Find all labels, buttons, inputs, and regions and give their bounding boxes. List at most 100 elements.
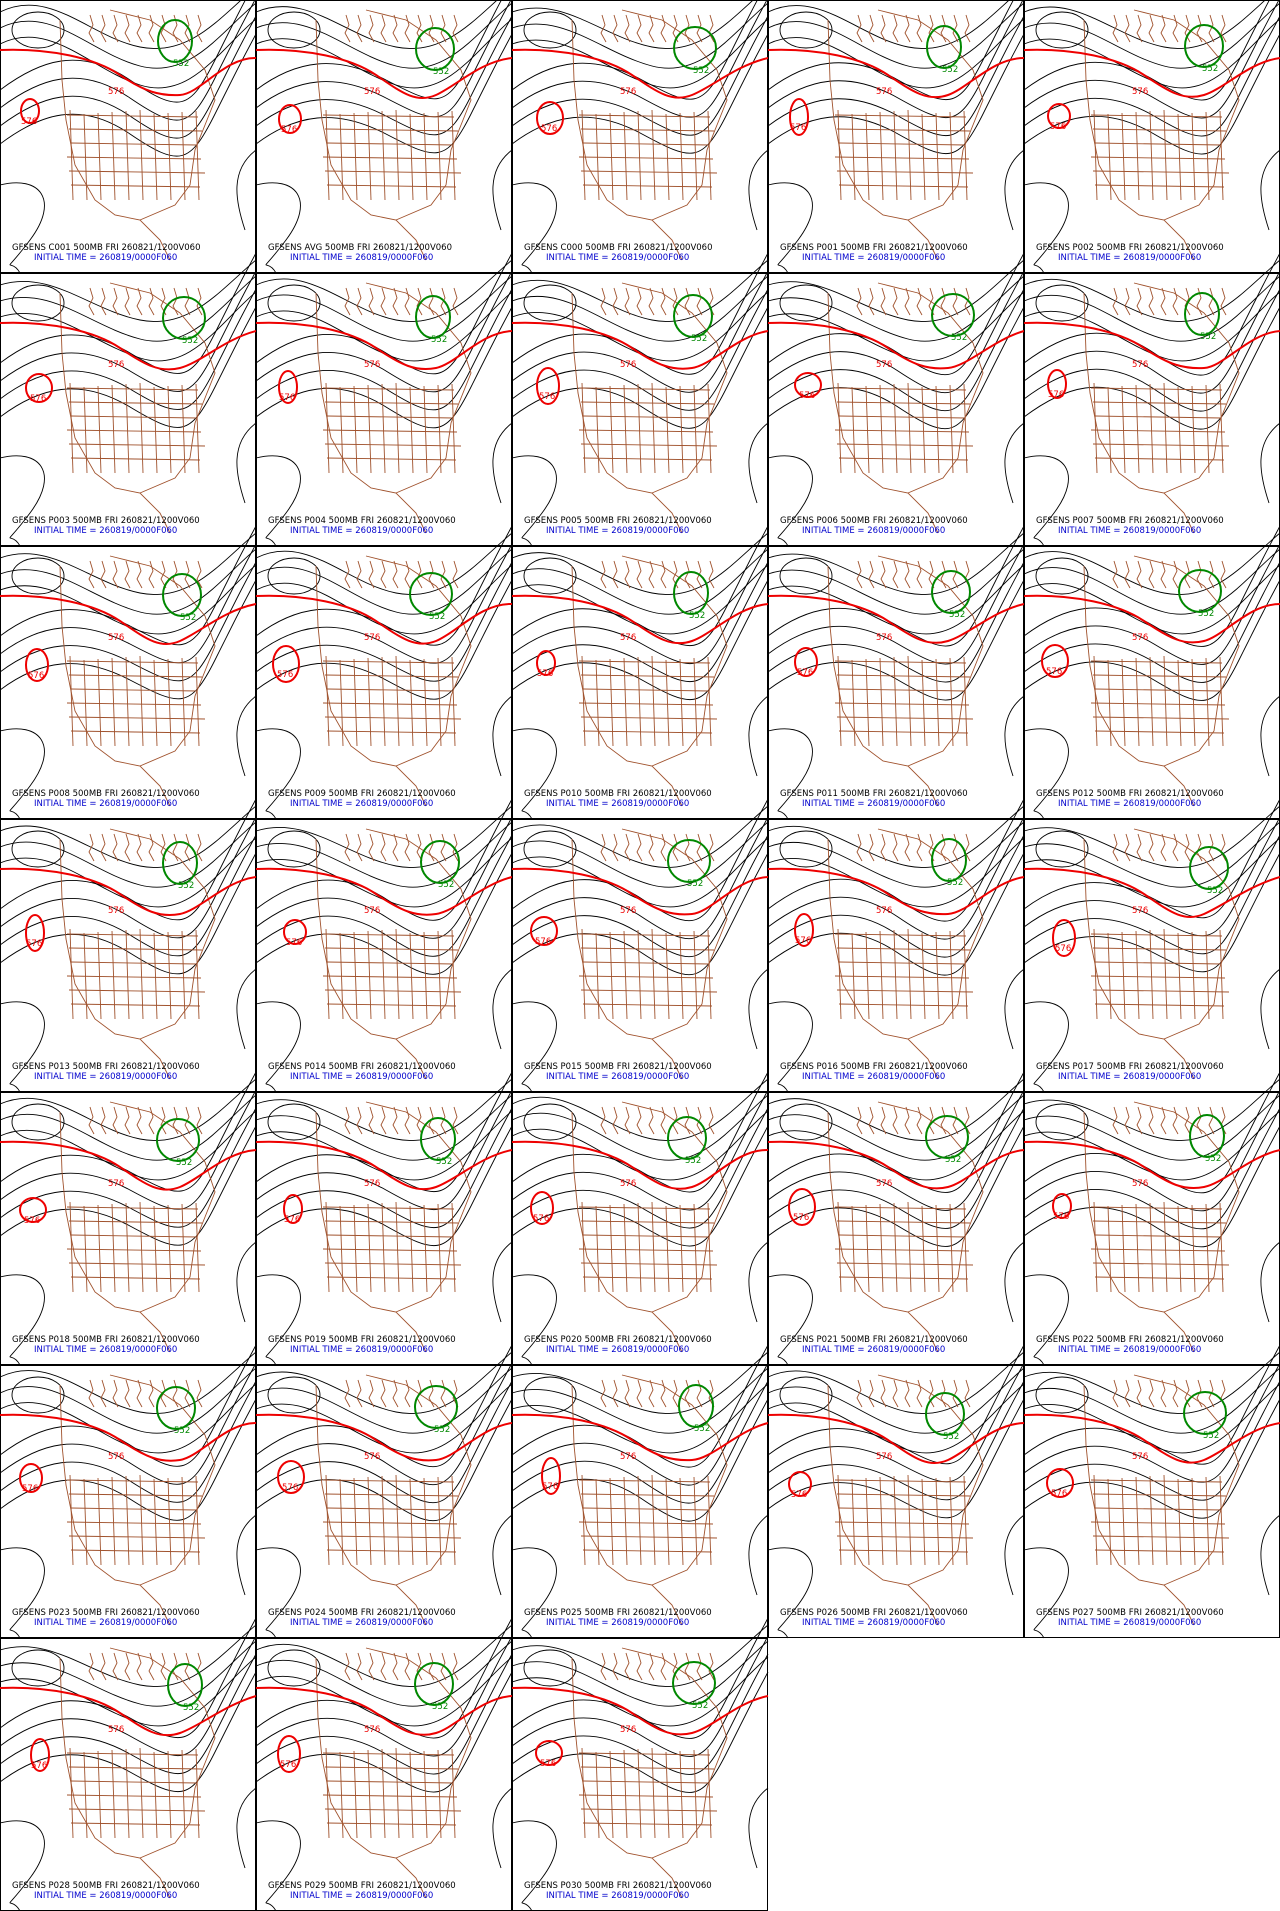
panel-border	[768, 1365, 1024, 1638]
contour-576-loop	[272, 645, 300, 683]
province-line	[1220, 833, 1227, 862]
height-contour	[767, 455, 813, 547]
initial-time: INITIAL TIME = 260819/0000F060	[802, 253, 945, 263]
panel-border	[0, 546, 256, 819]
state-line	[409, 932, 414, 1020]
map-panel: 576 576 552 GFSENS P006 500MB FRI 260821/12…	[767, 252, 1025, 547]
contour-label: 576	[620, 87, 636, 97]
low-contour	[1035, 557, 1089, 595]
contour-576-loop	[30, 1738, 50, 1772]
height-contour	[0, 1071, 257, 1192]
province-line	[124, 833, 131, 862]
state-line	[1163, 655, 1168, 747]
province-line	[892, 1106, 899, 1135]
state-line	[324, 716, 462, 720]
province-line	[1184, 833, 1191, 862]
contour-label: 576	[620, 1179, 636, 1189]
height-contour	[0, 837, 257, 908]
contour-label: 552	[949, 610, 965, 620]
initial-time: INITIAL TIME = 260819/0000F060	[34, 1618, 177, 1628]
height-contour	[255, 1362, 513, 1486]
state-line	[834, 1521, 970, 1525]
province-line	[868, 1106, 875, 1135]
height-contour	[767, 275, 1025, 342]
province-line	[660, 14, 667, 43]
initial-time: INITIAL TIME = 260819/0000F060	[1058, 253, 1201, 263]
initial-time: INITIAL TIME = 260819/0000F060	[546, 253, 689, 263]
state-line	[693, 657, 698, 747]
province-line	[636, 560, 643, 589]
state-line	[70, 184, 201, 188]
panel-border	[1024, 0, 1280, 273]
coastline	[827, 1374, 984, 1626]
province-line	[1160, 287, 1167, 316]
contour-label: 552	[1202, 64, 1218, 74]
province-line	[1220, 560, 1227, 589]
height-contour	[1260, 422, 1280, 504]
province-line	[624, 1379, 631, 1408]
height-contour	[255, 532, 513, 595]
low-contour	[779, 830, 833, 868]
height-contour	[511, 821, 769, 888]
contour-552-loop	[162, 841, 198, 885]
state-line	[907, 109, 912, 201]
province-line	[392, 833, 399, 862]
state-line	[1163, 1201, 1168, 1293]
height-contour	[767, 1398, 1025, 1519]
height-contour	[767, 1547, 813, 1639]
panel-title: GFSENS P015 500MB FRI 260821/1200V060	[524, 1062, 712, 1072]
state-line	[139, 382, 144, 474]
state-line	[1205, 384, 1210, 474]
province-line	[392, 14, 399, 43]
province-line	[916, 560, 923, 589]
province-line	[356, 1379, 363, 1408]
province-line	[1172, 287, 1179, 316]
state-line	[1149, 1202, 1154, 1293]
province-line	[964, 14, 971, 43]
state-line	[326, 1780, 454, 1784]
height-contour	[767, 288, 1025, 412]
province-line	[88, 14, 95, 43]
contour-576-loop	[283, 1194, 303, 1224]
contour-label: 576	[1051, 1489, 1067, 1499]
state-line	[326, 1549, 457, 1553]
contour-576-loop	[1047, 369, 1067, 399]
province-line	[88, 1106, 95, 1135]
height-contour	[748, 1514, 769, 1596]
state-line	[693, 384, 698, 474]
low-contour	[779, 557, 833, 595]
contour-label: 576	[108, 1179, 124, 1189]
height-contour	[1023, 455, 1069, 547]
panel-title: GFSENS P029 500MB FRI 260821/1200V060	[268, 1881, 456, 1891]
state-line	[1092, 401, 1227, 405]
panel-title: GFSENS P008 500MB FRI 260821/1200V060	[12, 789, 200, 799]
panel-title: GFSENS P009 500MB FRI 260821/1200V060	[268, 789, 456, 799]
height-contour	[767, 564, 1025, 635]
state-line	[582, 1276, 713, 1280]
height-contour	[511, 1351, 769, 1414]
coastline	[315, 1101, 472, 1353]
contour-label: 576	[539, 392, 555, 402]
province-line	[904, 560, 911, 589]
province-line	[892, 1379, 899, 1408]
province-line	[928, 1106, 935, 1135]
coastline	[1083, 9, 1240, 261]
province-line	[1196, 833, 1203, 862]
height-contour	[511, 1125, 769, 1247]
province-line	[940, 14, 947, 43]
low-contour	[523, 1649, 577, 1687]
province-line	[964, 1379, 971, 1408]
height-contour	[0, 1383, 257, 1454]
state-line	[707, 1202, 712, 1293]
panel-border	[1024, 273, 1280, 546]
state-line	[665, 1751, 670, 1839]
contour-552-loop	[414, 1662, 454, 1706]
state-line	[324, 128, 459, 132]
height-contour	[255, 1624, 513, 1687]
contour-576-loop	[541, 1457, 561, 1495]
initial-time: INITIAL TIME = 260819/0000F060	[1058, 1345, 1201, 1355]
state-line	[834, 1248, 970, 1252]
contour-576	[0, 321, 257, 371]
province-line	[1160, 833, 1167, 862]
low-contour	[523, 1103, 577, 1141]
